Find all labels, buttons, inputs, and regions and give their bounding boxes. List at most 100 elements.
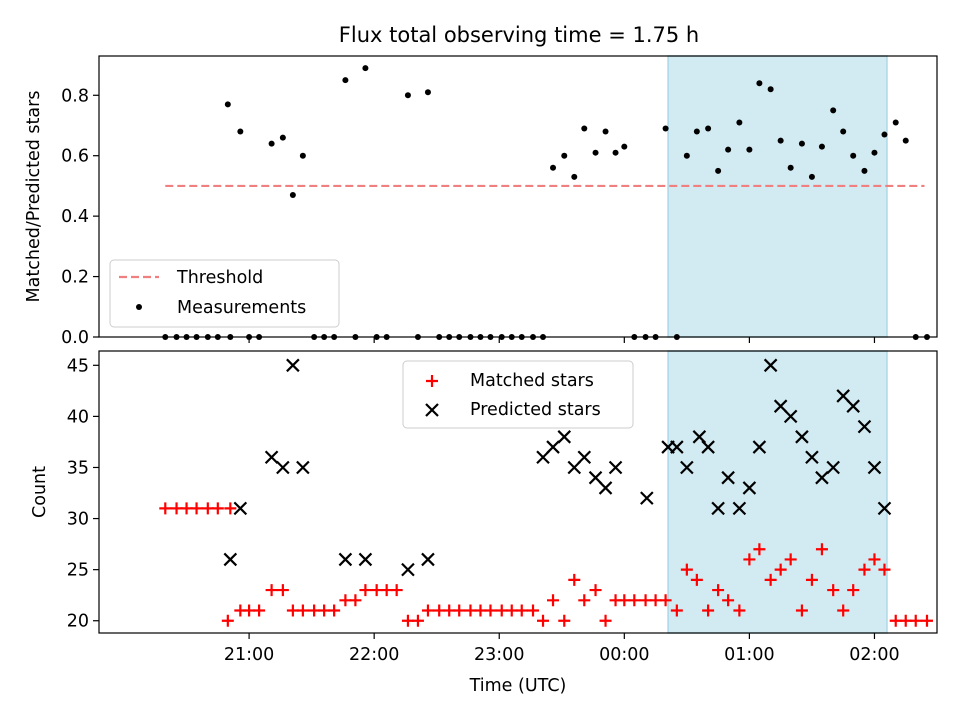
measurement-point — [818, 143, 825, 150]
bottom-ytick-label: 45 — [67, 356, 89, 376]
predicted-star-marker — [276, 460, 290, 475]
predicted-star-marker — [773, 399, 788, 413]
legend-matched-label: Matched stars — [470, 371, 594, 391]
measurement-point — [861, 167, 868, 174]
matched-star-marker — [421, 604, 434, 617]
measurement-point — [683, 152, 690, 159]
matched-star-marker — [847, 584, 860, 597]
matched-star-marker — [680, 563, 693, 576]
matched-star-marker — [805, 573, 818, 586]
top-axes-frame — [98, 55, 938, 338]
predicted-star-marker — [815, 470, 829, 485]
matched-star-marker — [753, 543, 766, 556]
matched-star-marker — [815, 543, 828, 556]
measurement-point — [808, 173, 815, 180]
top-ytick-label: 0.8 — [61, 86, 89, 106]
measurement-point — [830, 107, 837, 114]
bottom-xtick-label: 02:00 — [849, 645, 899, 665]
matched-star-marker — [484, 604, 497, 617]
measurement-point — [581, 125, 588, 132]
bottom-xtick-label: 01:00 — [724, 645, 774, 665]
predicted-star-marker — [867, 460, 882, 475]
predicted-star-marker — [877, 501, 892, 516]
matched-star-marker — [318, 604, 331, 617]
matched-star-marker — [868, 553, 881, 566]
predicted-star-marker — [286, 358, 300, 373]
matched-star-marker — [253, 604, 266, 617]
measurement-point — [850, 152, 857, 159]
matched-star-marker — [670, 604, 683, 617]
measurement-point — [715, 167, 722, 174]
predicted-star-marker — [711, 501, 725, 516]
measurement-point — [279, 134, 286, 141]
measurement-point — [424, 89, 431, 96]
matched-star-marker — [159, 502, 172, 515]
matched-star-marker — [858, 563, 871, 576]
matched-star-marker — [527, 604, 540, 617]
bottom-axes-frame — [98, 350, 938, 634]
predicted-star-marker — [536, 450, 550, 465]
top-panel: 0.00.20.40.60.8 Matched/Predicted stars … — [24, 55, 938, 348]
matched-star-marker — [243, 604, 256, 617]
measurement-point — [840, 128, 847, 135]
bottom-ytick-label: 30 — [67, 510, 89, 530]
bottom-ytick-label: 25 — [67, 561, 89, 581]
predicted-star-markers — [223, 358, 892, 577]
measurement-point — [871, 149, 878, 156]
matched-star-marker — [784, 553, 797, 566]
legend-predicted-marker — [425, 403, 439, 417]
predicted-star-marker — [264, 450, 279, 465]
predicted-star-marker — [836, 389, 850, 403]
matched-star-marker — [722, 594, 735, 607]
measurement-point — [362, 65, 369, 72]
measurement-point — [621, 143, 628, 150]
predicted-star-marker — [401, 562, 415, 577]
matched-star-marker — [359, 584, 372, 597]
matched-star-marker — [589, 584, 602, 597]
matched-star-marker — [411, 614, 424, 627]
bottom-ylabel: Count — [30, 466, 50, 518]
legend-measurement-swatch — [136, 304, 142, 310]
measurement-point — [571, 173, 578, 180]
bottom-legend: Matched stars Predicted stars — [402, 360, 634, 429]
measurement-point — [550, 164, 557, 171]
predicted-star-marker — [680, 460, 694, 475]
predicted-star-marker — [826, 460, 840, 475]
bottom-legend-frame — [402, 360, 634, 429]
predicted-star-marker — [732, 501, 747, 516]
measurement-point — [404, 92, 411, 99]
predicted-star-marker — [338, 552, 353, 567]
matched-star-marker — [515, 604, 528, 617]
matched-star-marker — [221, 614, 234, 627]
bottom-xtick-label: 23:00 — [474, 645, 524, 665]
predicted-star-marker — [742, 481, 757, 495]
matched-star-marker — [296, 604, 309, 617]
measurement-points — [162, 65, 930, 340]
matched-star-marker — [453, 604, 466, 617]
matched-star-marker — [733, 604, 746, 617]
matched-star-marker — [878, 563, 891, 576]
predicted-star-marker — [296, 460, 310, 475]
measurement-point — [693, 128, 700, 135]
bottom-xlabel: Time (UTC) — [469, 676, 567, 696]
matched-star-marker — [628, 594, 641, 607]
matched-star-marker — [474, 604, 487, 617]
measurement-point — [725, 146, 732, 153]
predicted-star-marker — [421, 552, 435, 567]
matched-star-marker — [433, 604, 446, 617]
bottom-ytick-label: 35 — [67, 458, 89, 478]
measurement-point — [268, 140, 275, 147]
matched-star-marker — [743, 553, 756, 566]
predicted-star-marker — [763, 358, 778, 373]
matched-star-marker — [899, 614, 912, 627]
matched-star-marker — [618, 594, 631, 607]
matched-star-marker — [390, 584, 403, 597]
measurement-point — [881, 131, 888, 138]
predicted-star-marker — [846, 399, 860, 413]
bottom-ytick-label: 20 — [67, 612, 89, 632]
legend-measurements-label: Measurements — [177, 298, 306, 318]
bottom-ytick-label: 40 — [67, 407, 89, 427]
matched-star-marker — [774, 563, 787, 576]
top-ylabel: Matched/Predicted stars — [24, 91, 44, 303]
